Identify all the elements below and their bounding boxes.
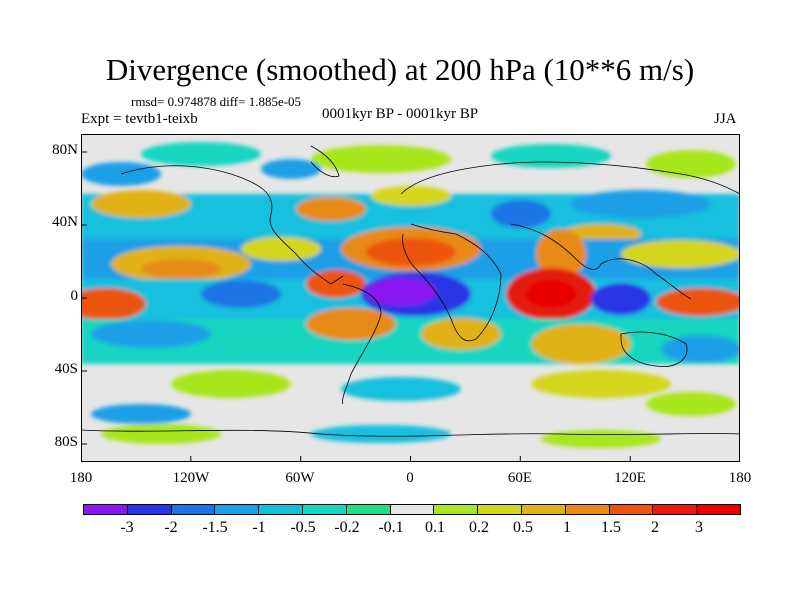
period-label: 0001kyr BP - 0001kyr BP: [321, 106, 479, 122]
colorbar-swatch: [346, 505, 391, 514]
lon-label-0: 0: [406, 470, 414, 486]
lat-label-80n: 80N: [52, 142, 78, 158]
colorbar-swatch: [390, 505, 435, 514]
colorbar-swatch: [434, 505, 479, 514]
colorbar-swatch: [697, 505, 740, 514]
colorbar-swatch: [171, 505, 216, 514]
season-label: JJA: [714, 111, 737, 127]
divergence-map: [81, 134, 740, 462]
colorbar-swatch: [215, 505, 260, 514]
lon-ticks: [190, 456, 631, 462]
lat-label-eq: 0: [70, 288, 79, 304]
lon-label-180w: 180: [69, 470, 93, 486]
colorbar-swatch: [565, 505, 610, 514]
plot-title: Divergence (smoothed) at 200 hPa (10**6 …: [105, 52, 695, 87]
lat-label-40s: 40S: [54, 361, 78, 377]
colorbar-label: 0.1: [425, 519, 445, 536]
coastlines: [81, 145, 740, 437]
colorbar: [83, 504, 741, 515]
lon-label-120e: 120E: [614, 470, 646, 486]
colorbar-label: -1: [252, 519, 266, 536]
colorbar-label: 2: [651, 519, 659, 536]
lon-label-120w: 120W: [172, 470, 210, 486]
lon-label-60w: 60W: [285, 470, 315, 486]
colorbar-swatch: [609, 505, 654, 514]
colorbar-swatch: [478, 505, 522, 514]
colorbar-label: -0.1: [378, 519, 404, 536]
colorbar-swatch: [84, 505, 128, 514]
lat-ticks: [81, 151, 87, 445]
lat-label-80s: 80S: [54, 434, 78, 450]
colorbar-swatch: [127, 505, 172, 514]
colorbar-label: -3: [120, 519, 134, 536]
colorbar-label: -0.2: [334, 519, 360, 536]
colorbar-label: -1.5: [202, 519, 228, 536]
experiment-label: Expt = tevtb1-teixb: [81, 111, 198, 127]
colorbar-label: 1: [563, 519, 571, 536]
colorbar-label: -2: [164, 519, 178, 536]
lon-label-60e: 60E: [507, 470, 533, 486]
divergence-field: [81, 142, 740, 448]
colorbar-swatch: [653, 505, 698, 514]
stats-text: rmsd= 0.974878 diff= 1.885e-05: [131, 94, 302, 109]
colorbar-label: 0.2: [469, 519, 489, 536]
colorbar-swatch: [259, 505, 303, 514]
lon-label-180e: 180: [728, 470, 752, 486]
lat-label-40n: 40N: [52, 214, 78, 230]
colorbar-swatch: [521, 505, 566, 514]
colorbar-label: 1.5: [601, 519, 621, 536]
colorbar-swatch: [302, 505, 347, 514]
colorbar-label: 0.5: [513, 519, 533, 536]
colorbar-label: 3: [695, 519, 703, 536]
colorbar-label: -0.5: [290, 519, 316, 536]
